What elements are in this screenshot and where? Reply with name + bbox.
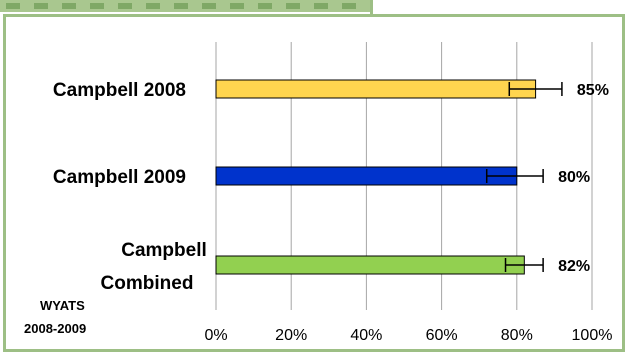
strip-dash [62, 3, 76, 9]
category-label: Campbell 2009 [53, 167, 186, 188]
strip-dash [202, 3, 216, 9]
x-tick-label: 60% [426, 327, 458, 344]
panel-corner [370, 0, 383, 17]
footnote-line1: WYATS [40, 298, 85, 313]
chart-panel [3, 14, 625, 352]
x-tick-label: 40% [350, 327, 382, 344]
strip-dash [174, 3, 188, 9]
bar [215, 166, 518, 186]
error-bars [485, 82, 563, 272]
bar [215, 79, 537, 99]
labels: 0% 20% 40% 60% 80% 100% 85% Campbell 2008 80% Cam… [53, 80, 613, 344]
category-label: Campbell [121, 240, 207, 261]
data-label: 85% [577, 82, 609, 99]
top-decorative-strip [0, 0, 380, 12]
strip-dash [118, 3, 132, 9]
category-label: Campbell 2008 [53, 80, 186, 101]
strip-dash [6, 3, 20, 9]
strip-dash [90, 3, 104, 9]
x-tick-label: 20% [275, 327, 307, 344]
footnote-line2: 2008-2009 [24, 321, 86, 336]
strip-dash [342, 3, 356, 9]
bar [215, 255, 525, 275]
x-tick-label: 0% [204, 327, 227, 344]
x-tick-label: 80% [501, 327, 533, 344]
bars [215, 79, 537, 275]
strip-dash [146, 3, 160, 9]
data-label: 80% [558, 169, 590, 186]
category-label: Combined [101, 273, 194, 294]
data-label: 82% [558, 258, 590, 275]
strip-dash [314, 3, 328, 9]
strip-dash [286, 3, 300, 9]
strip-dash [34, 3, 48, 9]
x-tick-label: 100% [572, 327, 613, 344]
strip-dash [230, 3, 244, 9]
strip-dash [258, 3, 272, 9]
